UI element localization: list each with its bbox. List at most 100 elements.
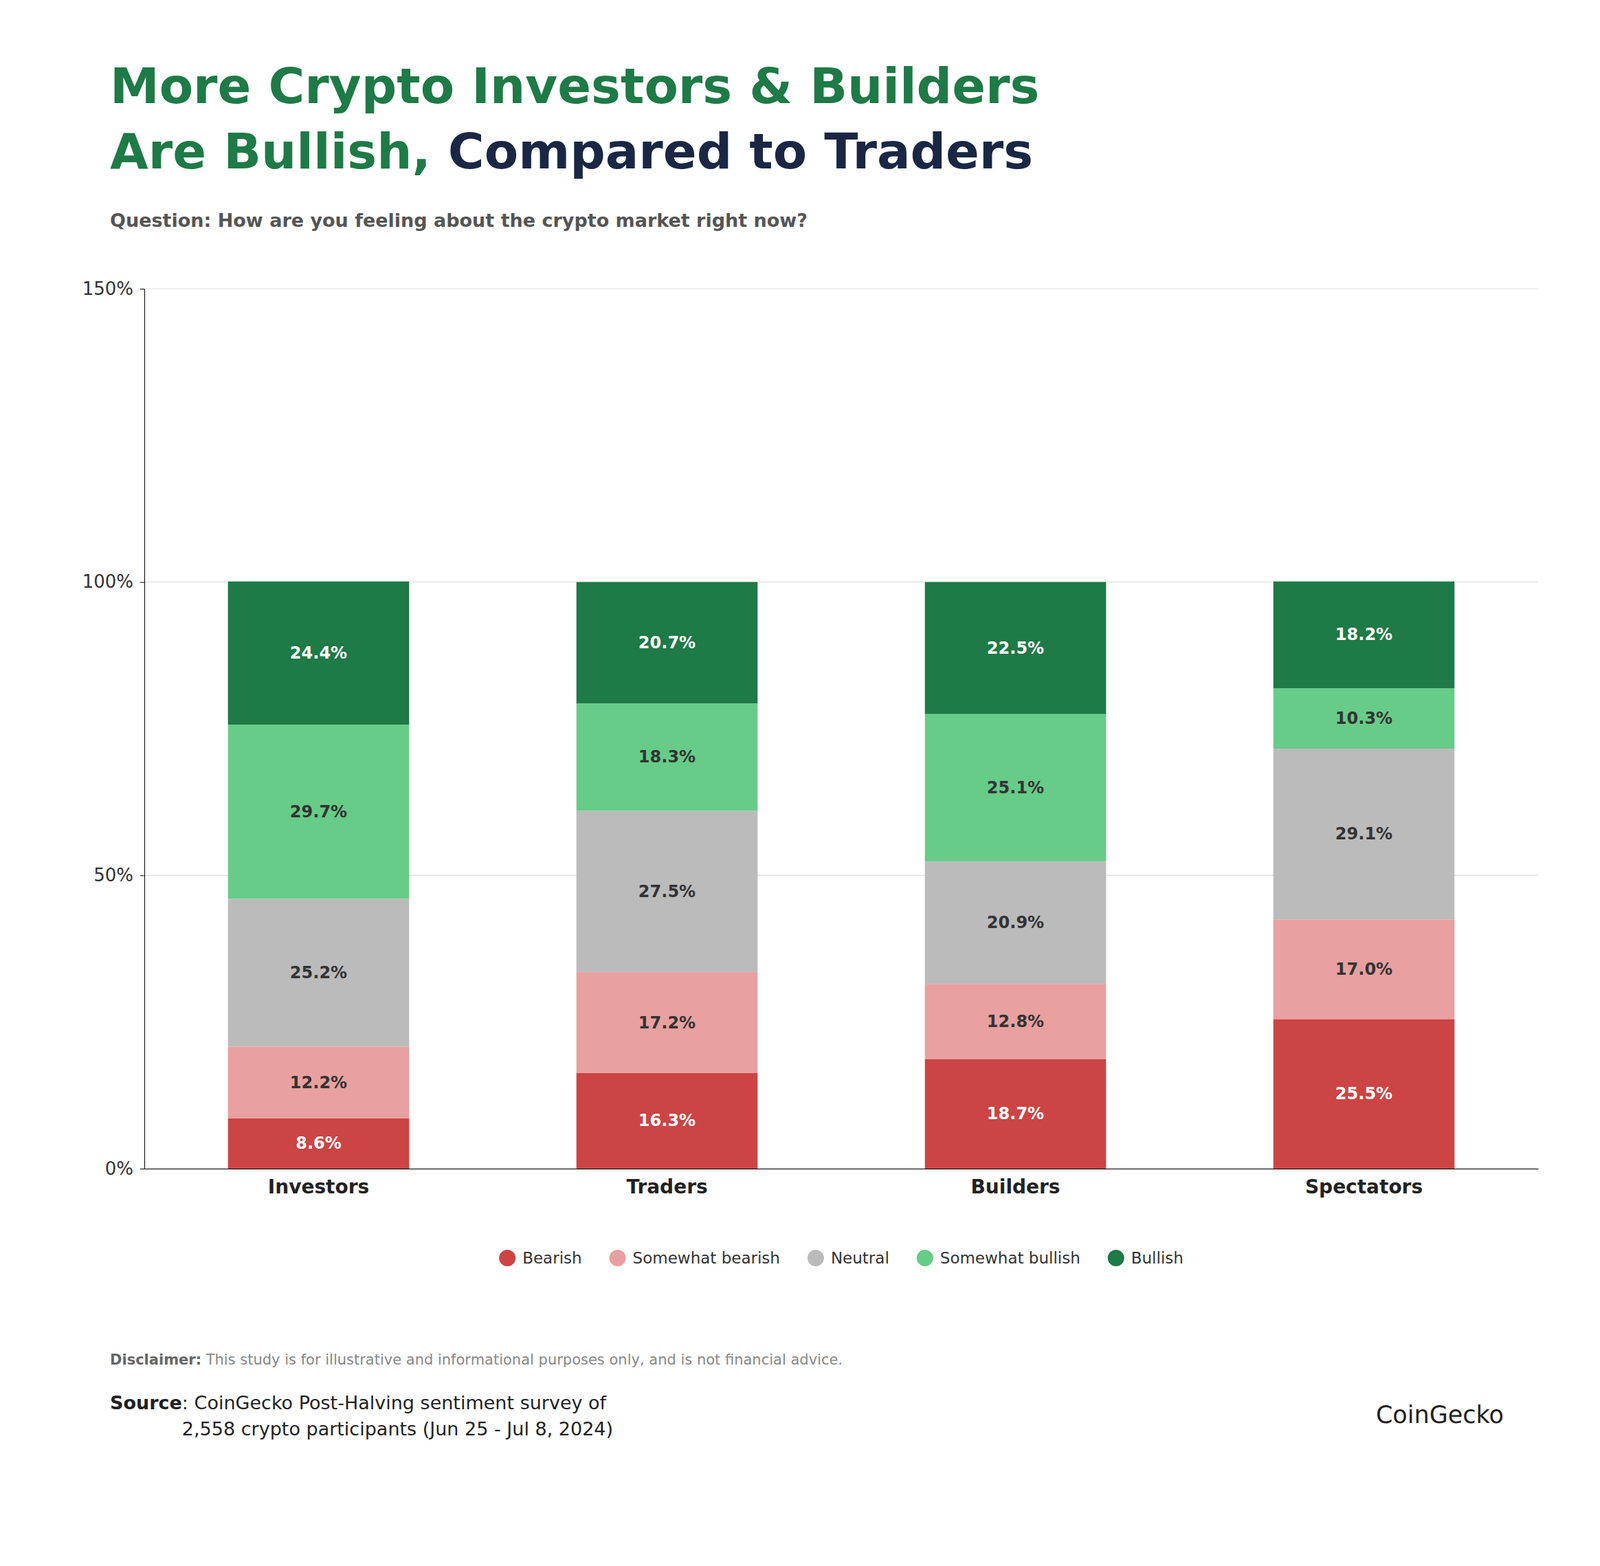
bar (228, 724, 410, 899)
title-text: More Crypto Investors & Builders (109, 57, 1040, 115)
legend-marker (1107, 1249, 1125, 1266)
annotation: : CoinGecko Post-Halving sentiment surve… (182, 1391, 608, 1414)
legend-marker (916, 1249, 934, 1266)
legend-label: Somewhat bearish (632, 1248, 781, 1267)
bar (925, 983, 1107, 1059)
bar (1273, 687, 1455, 749)
y-axis: 0% 50% 100% 150% (82, 278, 146, 1179)
data-label: 10.3% (1335, 708, 1393, 728)
bar (576, 703, 759, 811)
data-label: 17.2% (638, 1013, 696, 1033)
legend-item: Bearish (498, 1248, 582, 1267)
bar (1273, 748, 1455, 919)
x-tick-label: Investors (268, 1175, 370, 1198)
data-label: 22.5% (986, 638, 1044, 658)
x-tick-label: Spectators (1305, 1175, 1423, 1198)
data-label: 25.2% (290, 962, 348, 983)
data-label: 16.3% (638, 1110, 696, 1130)
annotation: Source (109, 1391, 183, 1414)
annotation: This study is for illustrative and infor… (201, 1351, 843, 1368)
series (228, 748, 1455, 1047)
data-label: 8.6% (295, 1133, 342, 1153)
y-tick-mark (140, 288, 145, 290)
x-axis-line (145, 1168, 1539, 1170)
legend-marker (498, 1249, 516, 1266)
annotation: Disclaimer: (109, 1351, 202, 1368)
legend-item: Somewhat bearish (609, 1248, 781, 1267)
title: More Crypto Investors & BuildersAre Bull… (109, 57, 1040, 181)
data-label: 18.2% (1335, 624, 1393, 644)
legend-label: Bearish (522, 1248, 582, 1267)
y-tick-label: 50% (93, 864, 134, 886)
y-tick: 100% (82, 571, 145, 592)
x-tick: Investors (268, 1168, 370, 1198)
data-label: 27.5% (638, 881, 696, 902)
legend-marker (807, 1249, 825, 1266)
data-label: 29.7% (290, 802, 348, 822)
bar (228, 1046, 410, 1119)
bar (228, 898, 410, 1047)
data-label: 29.1% (1335, 824, 1393, 844)
x-tick-label: Builders (971, 1175, 1061, 1198)
grid-line (144, 287, 1539, 289)
bar (576, 582, 759, 704)
legend-item: Bullish (1107, 1248, 1184, 1267)
y-tick-mark (140, 874, 145, 876)
bar (228, 1118, 410, 1169)
series (228, 918, 1455, 1118)
footer: Disclaimer: This study is for illustrati… (109, 1351, 1504, 1440)
bar (925, 861, 1107, 984)
data-label: 25.1% (986, 778, 1044, 798)
series (228, 1018, 1455, 1169)
x-tick: Traders (626, 1168, 708, 1198)
legend-marker (609, 1249, 627, 1266)
data-label: 20.9% (986, 912, 1044, 932)
y-tick-mark (140, 582, 145, 583)
y-axis-line (144, 289, 146, 1170)
bar (1273, 581, 1455, 688)
data-label: 12.8% (986, 1011, 1044, 1031)
bars (228, 581, 1455, 1169)
legend-label: Neutral (830, 1248, 890, 1267)
y-tick-label: 100% (82, 571, 134, 592)
y-tick-label: 0% (105, 1158, 134, 1179)
bar (1273, 1018, 1455, 1169)
annotation: 2,558 crypto participants (Jun 25 - Jul … (182, 1417, 614, 1440)
data-label: 17.0% (1335, 959, 1393, 979)
y-tick: 50% (93, 864, 145, 886)
y-tick-mark (140, 1168, 145, 1170)
legend-item: Somewhat bullish (916, 1248, 1081, 1267)
y-tick-label: 150% (82, 278, 134, 299)
x-tick-label: Traders (626, 1175, 708, 1198)
bar (925, 714, 1107, 862)
bar (1273, 918, 1455, 1019)
grid (144, 288, 1539, 1169)
x-axis: Investors Traders Builders Spectators (145, 1168, 1539, 1198)
data-label: 24.4% (290, 643, 348, 663)
bar (228, 581, 410, 725)
series (228, 581, 1455, 725)
y-tick: 0% (105, 1158, 145, 1179)
data-labels: 8.6% 16.3% 18.7% 25.5% 12.2% 17.2% 12.8% 17.0% 2… (290, 624, 1393, 1153)
series (228, 687, 1455, 899)
brand: CoinGecko (1375, 1400, 1504, 1429)
legend-label: Bullish (1131, 1248, 1184, 1267)
x-tick: Builders (971, 1168, 1061, 1198)
data-label: 20.7% (638, 632, 696, 653)
data-label: 18.7% (986, 1103, 1044, 1124)
legend: Bearish Somewhat bearish Neutral Somewhat b… (498, 1248, 1184, 1267)
x-tick: Spectators (1305, 1168, 1423, 1198)
subtitle: Question: How are you feeling about the … (109, 209, 808, 231)
y-tick: 150% (82, 278, 145, 299)
bar (576, 971, 759, 1073)
legend-item: Neutral (807, 1248, 890, 1267)
data-label: 25.5% (1335, 1083, 1393, 1104)
data-label: 12.2% (290, 1072, 348, 1093)
plot: 8.6% 16.3% 18.7% 25.5% 12.2% 17.2% 12.8% 17.0% 2… (82, 278, 1539, 1198)
bar (925, 582, 1107, 715)
data-label: 18.3% (638, 747, 696, 767)
bar (576, 1072, 759, 1169)
legend-label: Somewhat bullish (940, 1248, 1081, 1267)
chart: More Crypto Investors & BuildersAre Bull… (0, 0, 1600, 1566)
bar (925, 1058, 1107, 1169)
